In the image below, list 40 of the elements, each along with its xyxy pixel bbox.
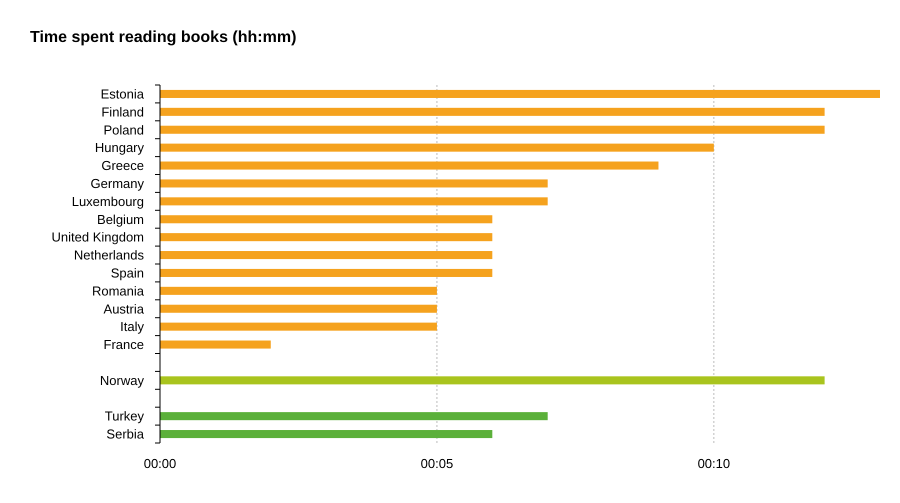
y-tick-label: Poland <box>104 122 144 138</box>
bar <box>160 304 437 313</box>
y-tick-label: Belgium <box>97 212 144 227</box>
bar <box>160 126 825 134</box>
x-tick-label: 00:00 <box>144 456 176 471</box>
y-tick-label: Hungary <box>94 140 144 156</box>
bar <box>160 340 271 349</box>
y-tick-label: Serbia <box>106 426 145 442</box>
chart-title: Time spent reading books (hh:mm) <box>30 29 296 46</box>
y-tick-label: Luxembourg <box>72 194 144 209</box>
y-tick-label: Italy <box>120 319 144 334</box>
y-tick-label: Finland <box>101 104 144 120</box>
bar <box>160 162 658 170</box>
bar <box>160 215 492 224</box>
bar <box>160 144 714 152</box>
y-tick-label: Romania <box>92 283 145 298</box>
y-tick-label: United Kingdom <box>52 230 144 245</box>
y-tick-label: Turkey <box>104 408 144 424</box>
y-tick-label: Norway <box>100 372 144 388</box>
bar <box>160 412 548 420</box>
y-tick-label: France <box>104 337 144 352</box>
bar <box>160 179 548 188</box>
bar <box>160 108 825 116</box>
bar <box>160 233 492 242</box>
y-tick-label: Germany <box>90 176 144 191</box>
bar <box>160 197 548 206</box>
bar <box>160 322 437 331</box>
bar <box>160 376 825 384</box>
bar <box>160 286 437 295</box>
bar <box>160 251 492 260</box>
bar <box>160 268 492 277</box>
bar <box>160 430 492 438</box>
y-tick-label: Netherlands <box>74 248 144 263</box>
x-tick-label: 00:10 <box>698 456 730 471</box>
y-tick-label: Austria <box>104 301 145 316</box>
y-tick-label: Spain <box>110 266 144 280</box>
y-tick-label: Greece <box>101 158 144 174</box>
x-tick-label: 00:05 <box>420 456 454 471</box>
y-tick-label: Estonia <box>100 86 145 102</box>
bar <box>160 90 880 98</box>
